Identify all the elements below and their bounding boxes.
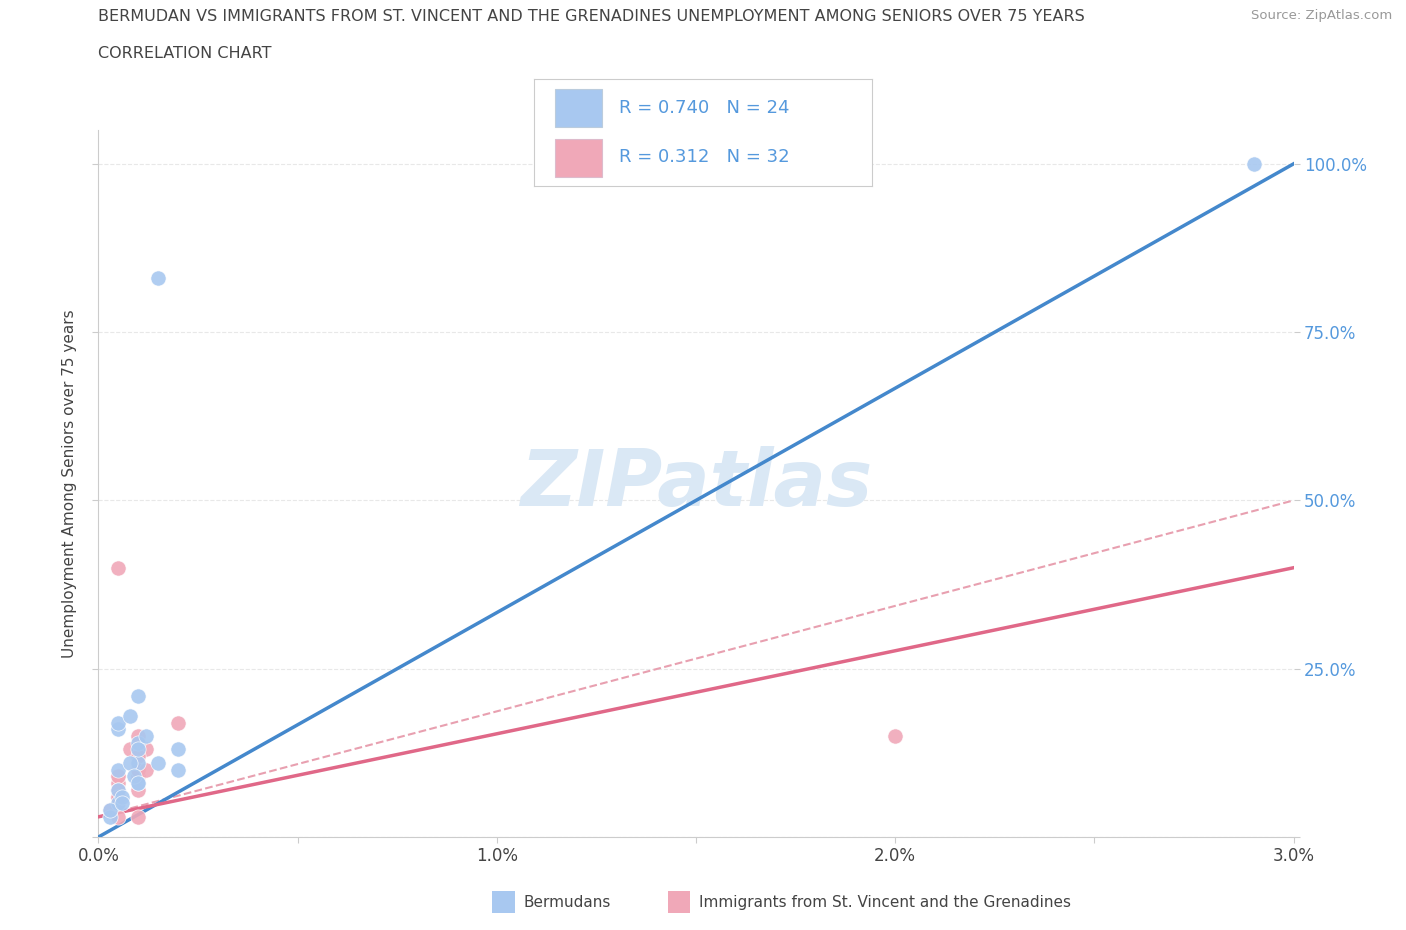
FancyBboxPatch shape [554,139,602,178]
Text: ZIPatlas: ZIPatlas [520,445,872,522]
Point [98,809,122,824]
Point [107,790,129,804]
Point [127,749,149,764]
Point [127,755,149,770]
Point [127,776,149,790]
Point [135,763,157,777]
Y-axis label: Unemployment Among Seniors over 75 years: Unemployment Among Seniors over 75 years [62,310,77,658]
Point [107,722,129,737]
Point [107,796,129,811]
Point [148,271,170,286]
Point [127,688,149,703]
Point [127,742,149,757]
Point [111,790,134,804]
Point [107,790,129,804]
Point [107,560,129,575]
FancyBboxPatch shape [554,88,602,127]
Point [107,782,129,797]
Point [120,755,142,770]
Point [127,736,149,751]
Point [107,782,129,797]
Point [127,742,149,757]
Text: R = 0.740   N = 24: R = 0.740 N = 24 [619,99,789,117]
Point [107,796,129,811]
Point [107,769,129,784]
Point [127,763,149,777]
Point [107,782,129,797]
Point [127,755,149,770]
Text: BERMUDAN VS IMMIGRANTS FROM ST. VINCENT AND THE GRENADINES UNEMPLOYMENT AMONG SE: BERMUDAN VS IMMIGRANTS FROM ST. VINCENT … [98,9,1085,24]
Point [127,782,149,797]
Point [127,809,149,824]
Point [120,742,142,757]
Point [120,709,142,724]
Point [884,728,907,743]
Point [127,776,149,790]
Point [127,736,149,751]
Point [127,769,149,784]
Point [167,742,190,757]
Point [107,763,129,777]
Point [127,763,149,777]
Point [167,763,190,777]
Point [127,755,149,770]
Text: Immigrants from St. Vincent and the Grenadines: Immigrants from St. Vincent and the Gren… [699,895,1071,910]
Point [107,790,129,804]
Text: CORRELATION CHART: CORRELATION CHART [98,46,271,61]
Point [127,728,149,743]
Point [98,803,122,817]
Point [124,769,146,784]
Point [111,796,134,811]
Point [107,715,129,730]
Point [107,796,129,811]
Point [148,755,170,770]
Point [127,736,149,751]
Text: Bermudans: Bermudans [523,895,610,910]
Point [127,749,149,764]
Point [127,749,149,764]
Point [98,803,122,817]
Point [107,769,129,784]
Text: R = 0.312   N = 32: R = 0.312 N = 32 [619,148,789,166]
Point [167,715,190,730]
Point [107,776,129,790]
Point [135,728,157,743]
Point [107,809,129,824]
Point [135,742,157,757]
Point [1243,156,1265,171]
Text: Source: ZipAtlas.com: Source: ZipAtlas.com [1251,9,1392,22]
